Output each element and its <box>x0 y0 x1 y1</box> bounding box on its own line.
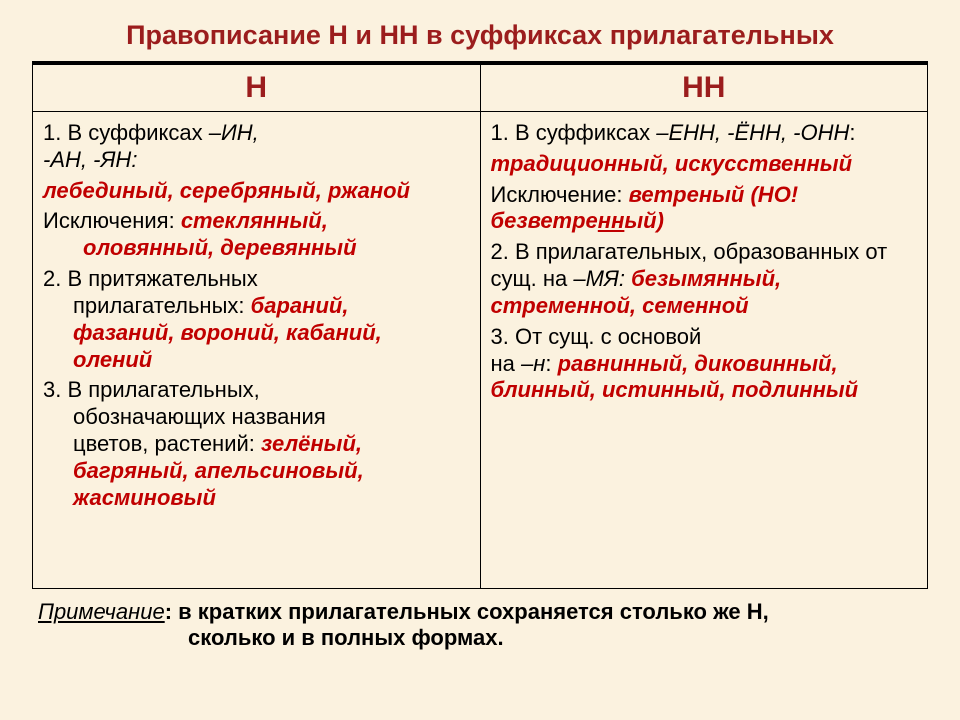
cell-nn: 1. В суффиксах –ЕНН, -ЁНН, -ОНН: традици… <box>480 112 928 589</box>
slide: Правописание Н и НН в суффиксах прилагат… <box>0 0 960 720</box>
nn-rule-1-exception: Исключение: ветреный (НО! безветренный) <box>491 182 918 236</box>
nn-rule-1-examples: традиционный, искусственный <box>491 151 918 178</box>
n-rule-2: 2. В притяжательных прилагательных: бара… <box>43 266 470 373</box>
exception: оловянный, деревянный <box>43 235 470 262</box>
text: на <box>491 351 522 376</box>
n-rule-1: 1. В суффиксах –ИН, -АН, -ЯН: <box>43 120 470 174</box>
exception: безветренный) <box>491 208 664 233</box>
body-row: 1. В суффиксах –ИН, -АН, -ЯН: лебединый,… <box>33 112 928 589</box>
n-rule-1-examples: лебединый, серебряный, ржаной <box>43 178 470 205</box>
example: лебединый, серебряный, ржаной <box>43 178 410 203</box>
example: багряный, апельсиновый, <box>43 458 470 485</box>
n-rule-1-exceptions: Исключения: стеклянный, оловянный, дерев… <box>43 208 470 262</box>
rules-table: Н НН 1. В суффиксах –ИН, -АН, -ЯН: лебед… <box>32 61 928 589</box>
suffix: –н <box>521 351 545 376</box>
text: 1. В суффиксах <box>491 120 657 145</box>
label: Исключение: <box>491 182 629 207</box>
suffix: –ЕНН, -ЁНН, -ОНН <box>656 120 849 145</box>
text: 2. В притяжательных <box>43 266 258 291</box>
text: цветов, растений: <box>73 431 261 456</box>
text: 1. В суффиксах <box>43 120 209 145</box>
t: нн <box>598 208 625 233</box>
example: бараний, <box>251 293 349 318</box>
text: : <box>849 120 855 145</box>
text-line: прилагательных: бараний, <box>43 293 470 320</box>
label: Исключения: <box>43 208 181 233</box>
note-text: сколько и в полных формах. <box>38 625 922 652</box>
exception: стеклянный, <box>181 208 328 233</box>
note-text: в кратких прилагательных сохраняется сто… <box>178 599 769 624</box>
example: жасминовый <box>43 485 470 512</box>
text-line: цветов, растений: зелёный, <box>43 431 470 458</box>
suffix: –ИН, <box>209 120 259 145</box>
t: безветре <box>491 208 598 233</box>
example: фазаний, вороний, кабаний, <box>43 320 470 347</box>
n-rule-3: 3. В прилагательных, обозначающих назван… <box>43 377 470 511</box>
nn-rule-3: 3. От сущ. с основой на –н: равнинный, д… <box>491 324 918 404</box>
nn-rule-2: 2. В прилагательных, образованных от сущ… <box>491 239 918 319</box>
text: 3. От сущ. с основой <box>491 324 702 349</box>
text: обозначающих названия <box>43 404 470 431</box>
text: 3. В прилагательных, <box>43 377 260 402</box>
example: олений <box>43 347 470 374</box>
nn-rule-1: 1. В суффиксах –ЕНН, -ЁНН, -ОНН: <box>491 120 918 147</box>
header-row: Н НН <box>33 63 928 112</box>
footnote: Примечание: в кратких прилагательных сох… <box>32 599 928 653</box>
text: : <box>545 351 557 376</box>
suffix: -АН, -ЯН: <box>43 147 137 172</box>
header-nn: НН <box>480 63 928 112</box>
header-n: Н <box>33 63 481 112</box>
example: традиционный, искусственный <box>491 151 853 176</box>
example: зелёный, <box>261 431 362 456</box>
text: прилагательных: <box>73 293 251 318</box>
exception: ветреный (НО! <box>629 182 799 207</box>
cell-n: 1. В суффиксах –ИН, -АН, -ЯН: лебединый,… <box>33 112 481 589</box>
slide-title: Правописание Н и НН в суффиксах прилагат… <box>32 20 928 51</box>
t: ый) <box>624 208 664 233</box>
suffix: –МЯ: <box>573 266 631 291</box>
spacer <box>43 516 470 576</box>
note-label: Примечание <box>38 599 165 624</box>
sep: : <box>165 599 178 624</box>
